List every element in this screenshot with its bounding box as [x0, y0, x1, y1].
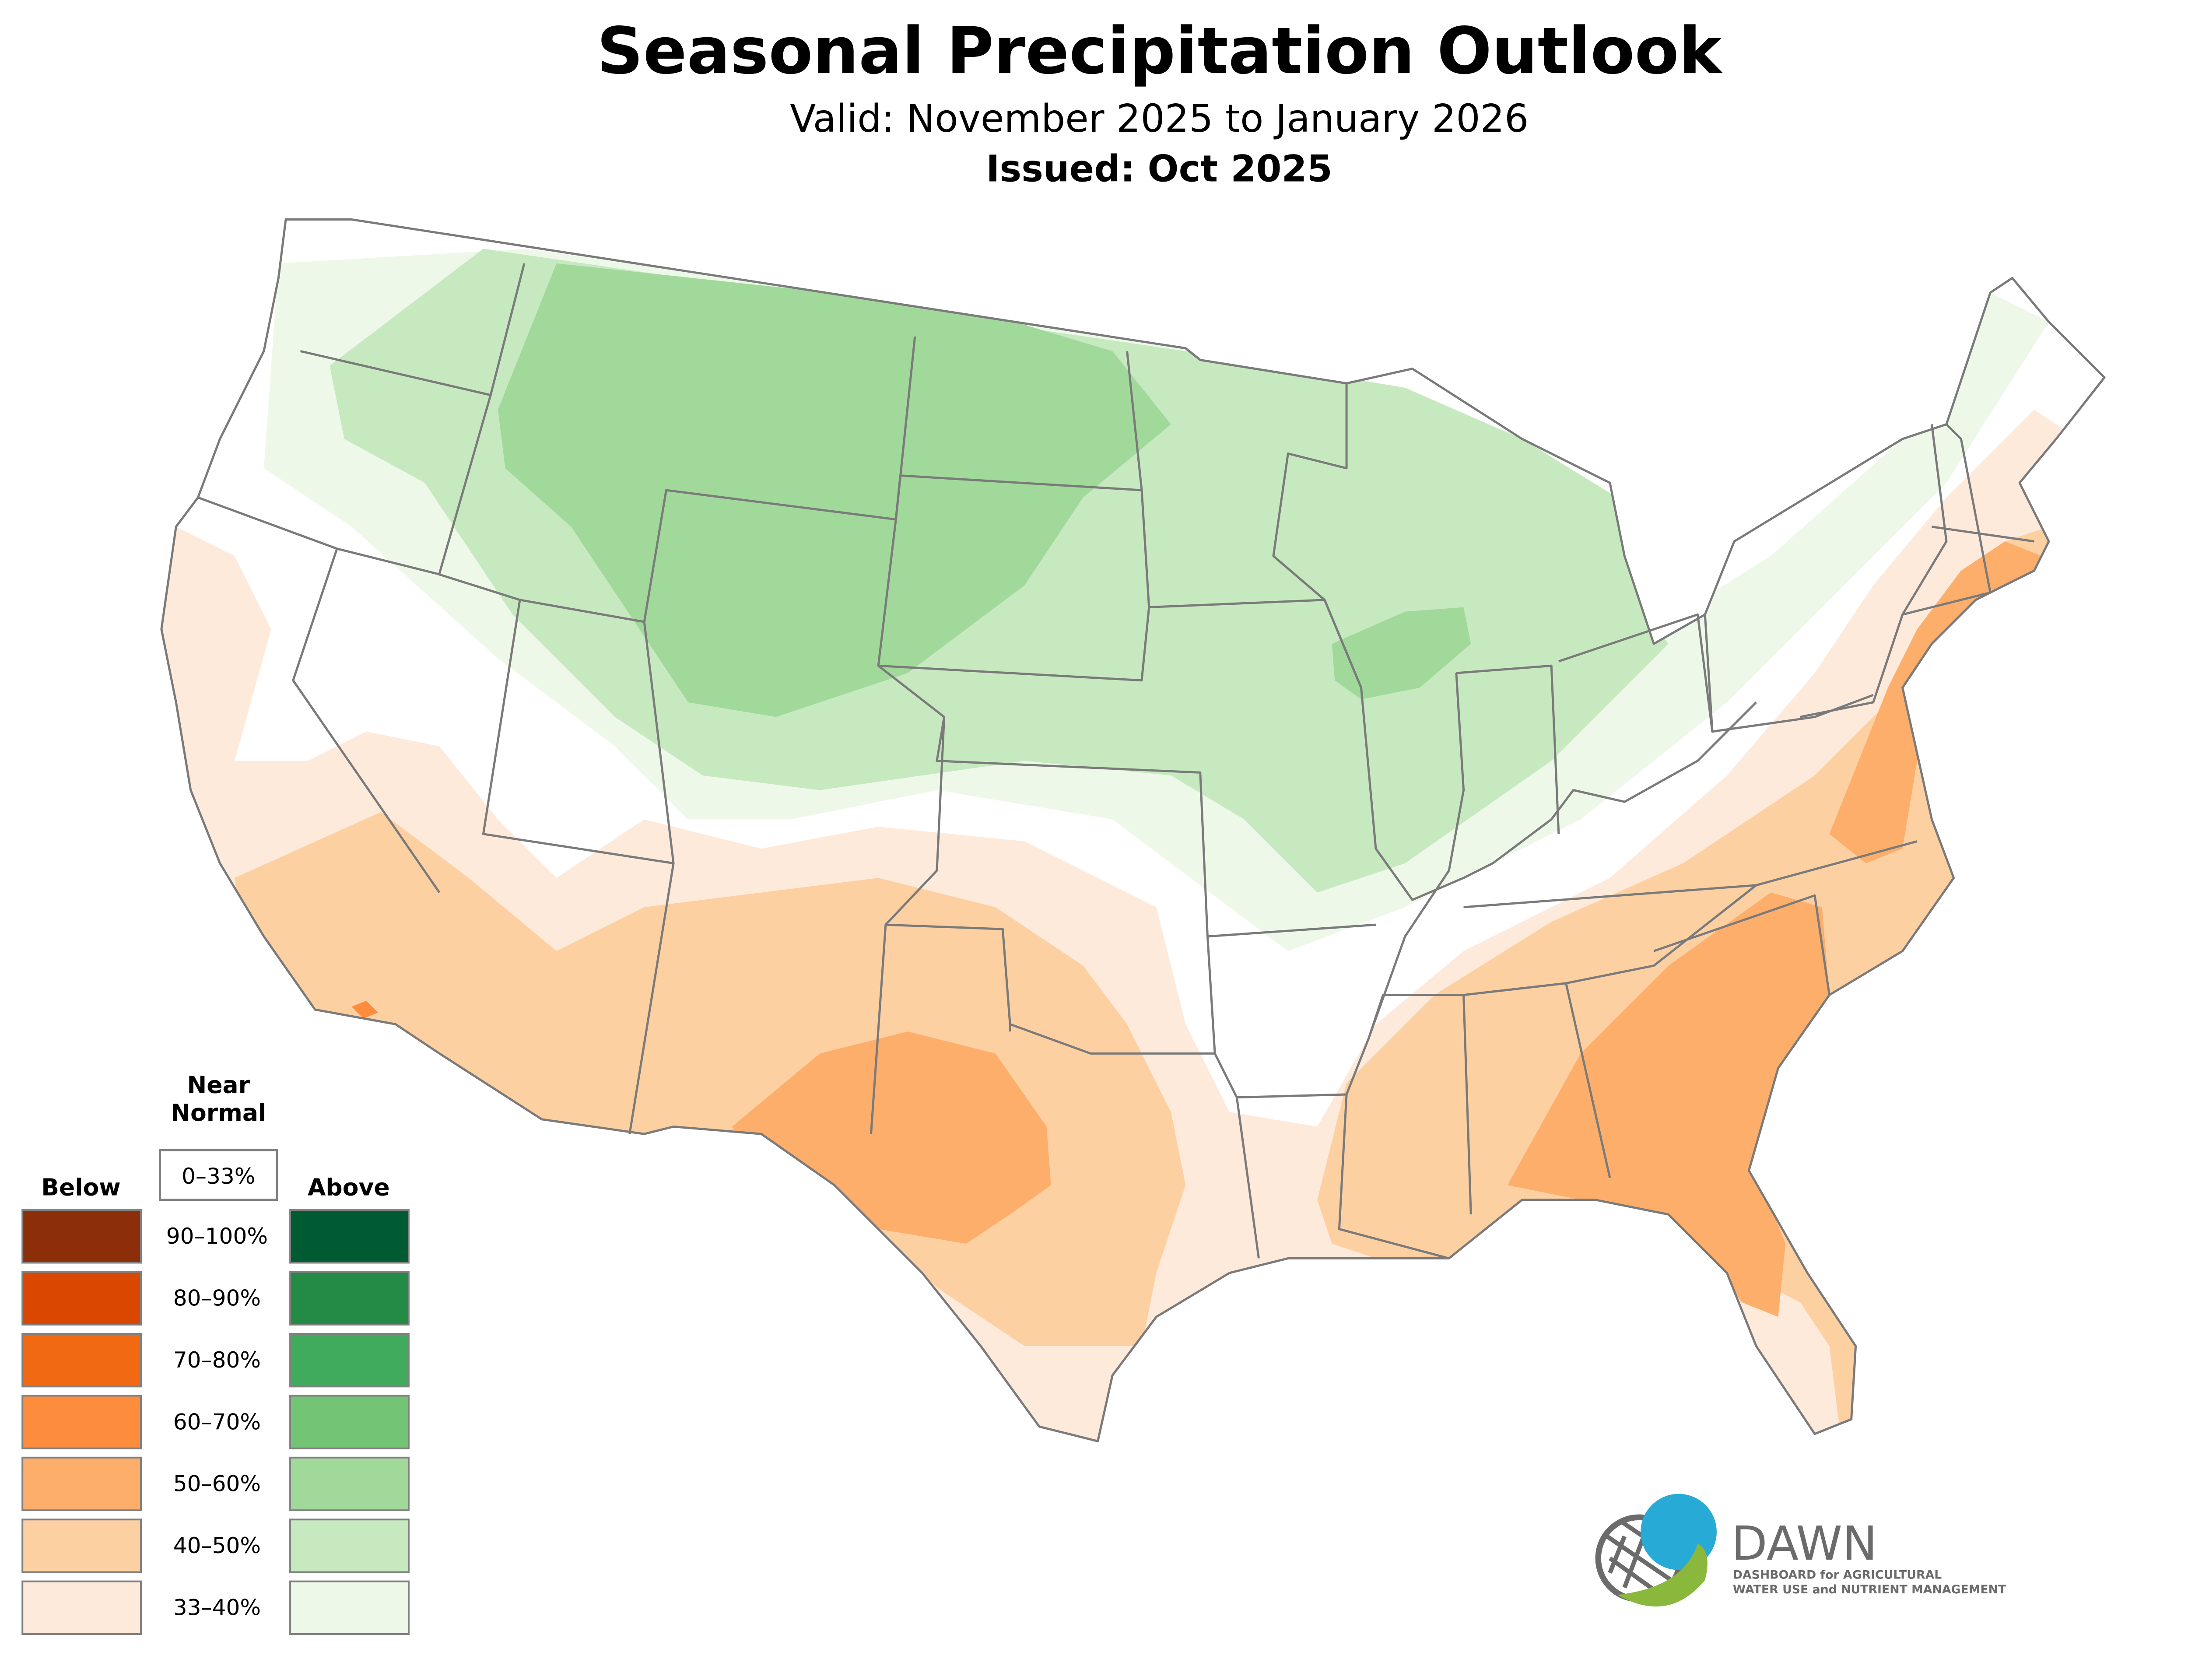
border-west: [197, 263, 916, 1134]
legend-range-label: 50–60%: [173, 1471, 261, 1497]
near-normal-range: 0–33%: [182, 1163, 255, 1189]
us-outline: [160, 218, 2106, 1442]
below-60-70-region-southern-california: [351, 1000, 378, 1019]
above-heading: Above: [308, 1174, 390, 1201]
legend-above-swatch: [289, 1519, 410, 1573]
legend-rows: 90–100% 80–90% 70–80% 60–70% 50–60% 40–50% 33–…: [21, 1209, 410, 1635]
legend-range-label: 90–100%: [166, 1223, 268, 1249]
border-great-lakes: [1272, 383, 1874, 901]
border-central: [870, 351, 1376, 1134]
dawn-logo: DAWN DASHBOARD for AGRICULTURAL WATER US…: [1595, 1494, 2006, 1607]
legend-above-swatch: [289, 1209, 410, 1264]
legend-range-label: 70–80%: [173, 1347, 261, 1373]
legend-range-label: 60–70%: [173, 1409, 261, 1434]
near-normal-swatch: [159, 1149, 278, 1201]
near-normal-heading: Near: [187, 1071, 250, 1099]
legend-above-swatch: [289, 1271, 410, 1326]
below-50-60-region-southeast: [1507, 892, 1830, 1317]
legend-above-swatch: [289, 1333, 410, 1388]
us-map: [160, 218, 2106, 1442]
state-borders: [160, 218, 2106, 1442]
logo-leaf-icon: [1617, 1543, 1708, 1607]
issued-date: Issued: Oct 2025: [986, 147, 1332, 190]
legend-range-label: 33–40%: [173, 1595, 261, 1620]
above-50-60-region-iowa: [1332, 607, 1471, 700]
legend-below-swatch: [21, 1395, 142, 1449]
below-heading: Below: [41, 1174, 121, 1201]
valid-dates: Valid: November 2025 to January 2026: [790, 96, 1529, 141]
legend: Near Normal 0–33% Below Above 90–100% 80–…: [21, 1071, 410, 1635]
legend-above-swatch: [289, 1456, 410, 1512]
legend-above-swatch: [289, 1395, 410, 1449]
above-50-60-region: [498, 263, 1171, 717]
logo-name: DAWN: [1731, 1517, 1877, 1571]
legend-range-label: 80–90%: [173, 1285, 261, 1311]
legend-below-swatch: [21, 1209, 142, 1264]
legend-above-swatch: [289, 1580, 410, 1635]
legend-below-swatch: [21, 1580, 142, 1635]
legend-below-swatch: [21, 1271, 142, 1326]
near-normal-heading-2: Normal: [171, 1099, 266, 1126]
map-title: Seasonal Precipitation Outlook: [597, 13, 1723, 88]
border-mississippi: [1213, 673, 1757, 1259]
border-atlantic: [1463, 423, 2034, 995]
logo-tagline-1: DASHBOARD for AGRICULTURAL: [1733, 1568, 1942, 1582]
legend-below-swatch: [21, 1333, 142, 1388]
legend-below-swatch: [21, 1456, 142, 1512]
logo-tagline-2: WATER USE and NUTRIENT MANAGEMENT: [1733, 1583, 2006, 1596]
legend-below-swatch: [21, 1519, 142, 1573]
legend-range-label: 40–50%: [173, 1533, 261, 1558]
